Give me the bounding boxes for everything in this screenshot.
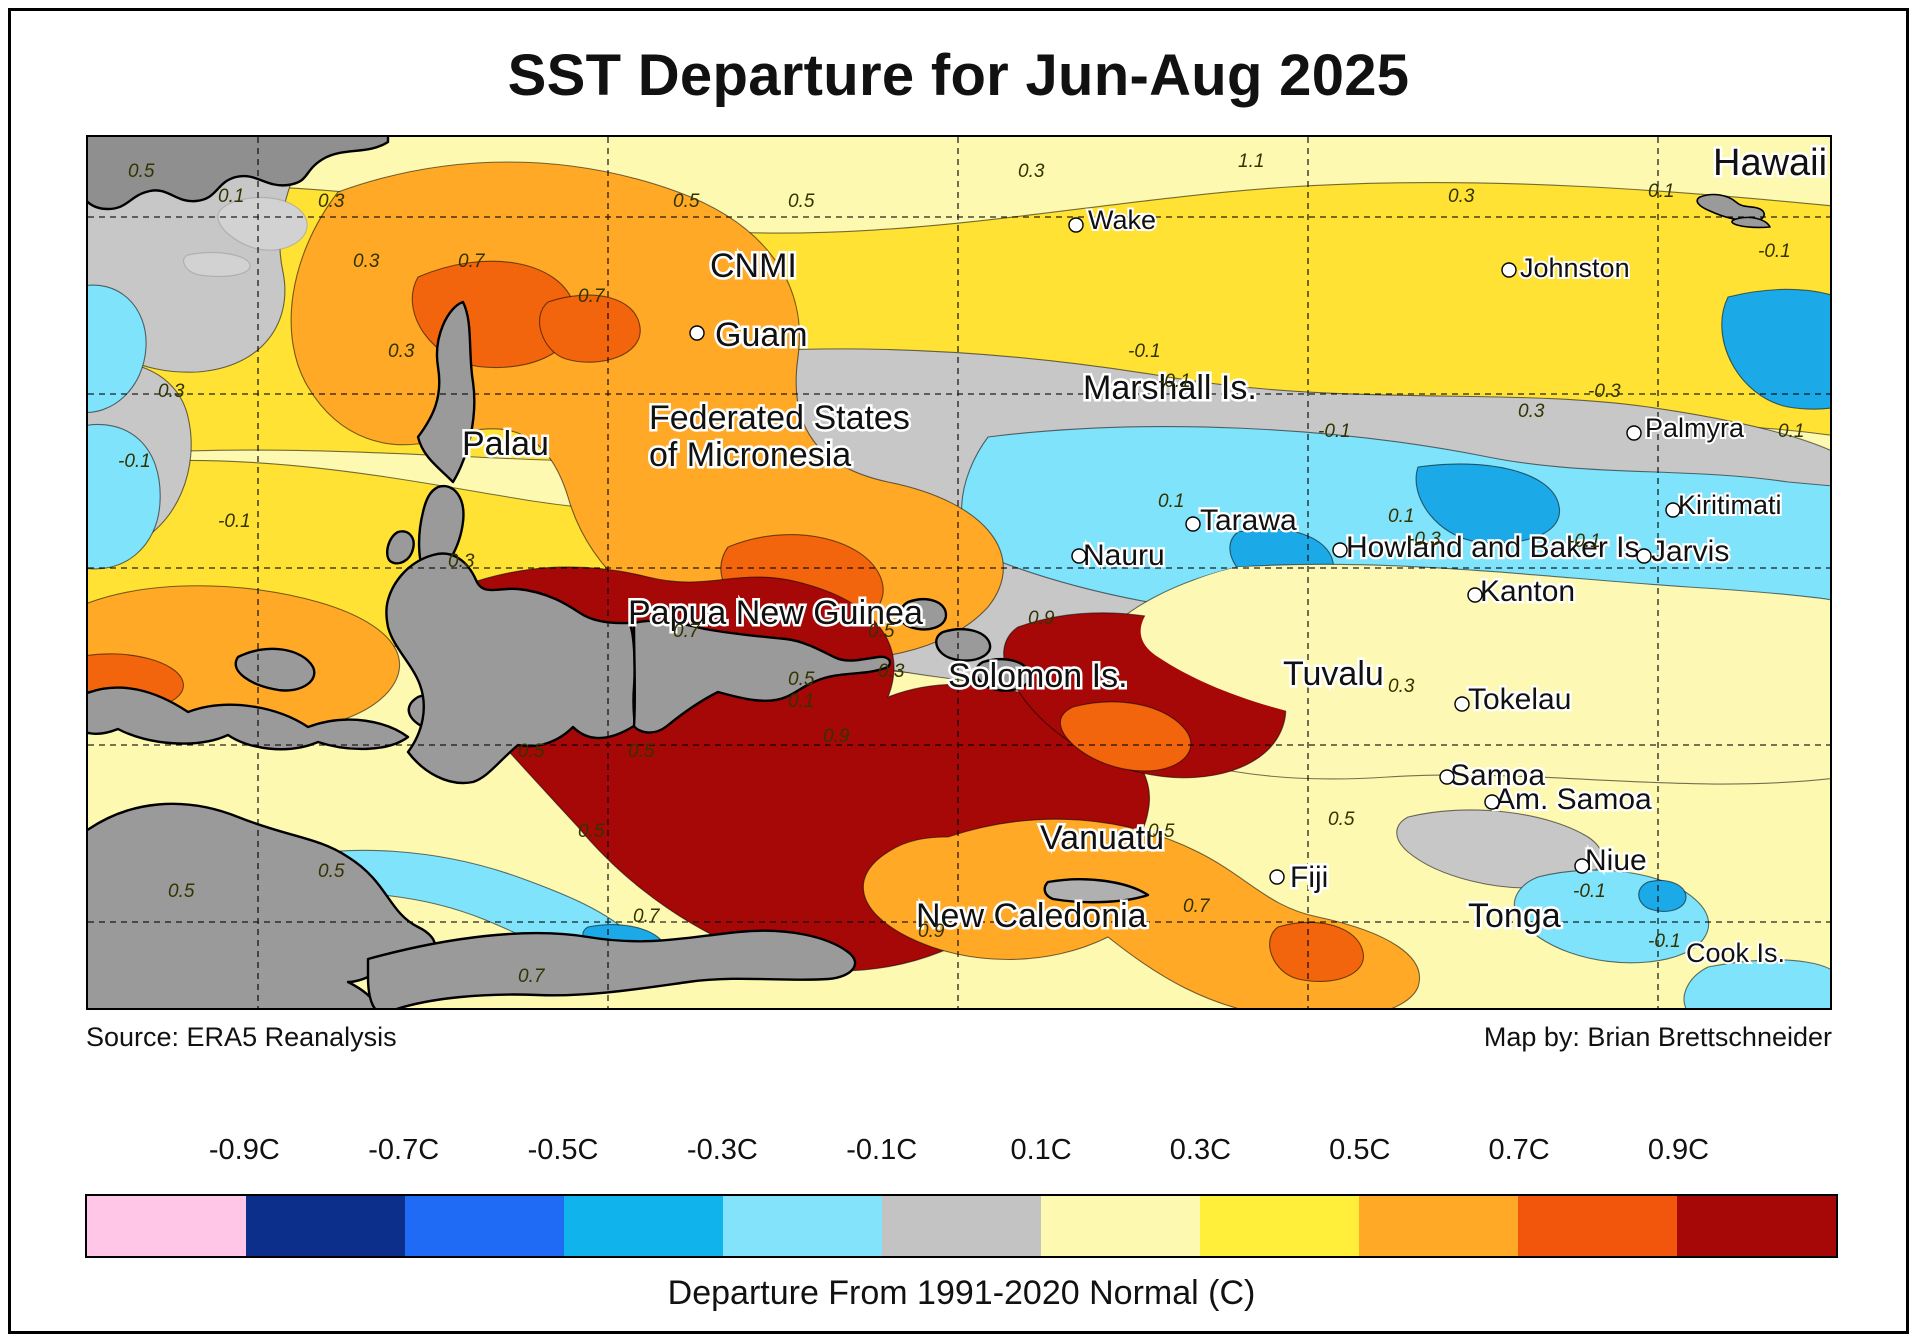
svg-text:0.5: 0.5 [578,821,605,842]
svg-text:0.5: 0.5 [1148,821,1175,842]
svg-text:Johnston: Johnston [1520,253,1630,283]
svg-text:0.9: 0.9 [918,921,945,942]
svg-text:Jarvis: Jarvis [1651,535,1729,568]
svg-text:0.5: 0.5 [1328,809,1355,830]
svg-text:-0.1: -0.1 [1158,371,1191,392]
svg-text:Wake: Wake [1088,205,1156,235]
svg-text:Tuvalu: Tuvalu [1283,655,1384,693]
svg-text:0.3: 0.3 [448,551,475,572]
svg-text:0.5: 0.5 [788,191,815,212]
svg-text:Howland and Baker Is.: Howland and Baker Is. [1346,531,1648,564]
svg-text:1.1: 1.1 [1238,151,1264,172]
svg-text:0.3: 0.3 [1448,186,1475,207]
svg-text:-0.1: -0.1 [1568,531,1601,552]
svg-text:0.5: 0.5 [128,161,155,182]
svg-text:Palmyra: Palmyra [1645,413,1745,443]
svg-text:0.1: 0.1 [218,186,244,207]
svg-text:Am. Samoa: Am. Samoa [1495,783,1652,816]
svg-text:Guam: Guam [715,316,808,354]
svg-text:-0.1: -0.1 [1758,241,1791,262]
svg-text:Kiritimati: Kiritimati [1678,490,1782,520]
svg-text:Nauru: Nauru [1083,539,1165,572]
svg-text:0.9: 0.9 [1028,608,1055,629]
svg-text:Palau: Palau [462,425,549,463]
svg-text:0.7: 0.7 [1183,896,1211,917]
svg-text:0.3: 0.3 [878,661,905,682]
svg-text:0.5: 0.5 [788,669,815,690]
svg-text:Tarawa: Tarawa [1200,504,1297,537]
svg-text:0.7: 0.7 [518,966,546,987]
svg-text:0.5: 0.5 [168,881,195,902]
svg-text:Federated States: Federated States [649,399,910,437]
svg-text:0.7: 0.7 [578,286,606,307]
svg-text:0.1: 0.1 [1778,421,1804,442]
svg-text:-0.1: -0.1 [218,511,251,532]
svg-text:0.3: 0.3 [1518,401,1545,422]
svg-text:-0.1: -0.1 [1318,421,1351,442]
svg-text:-0.3: -0.3 [1588,381,1621,402]
svg-text:Kanton: Kanton [1480,575,1575,608]
svg-text:0.7: 0.7 [458,251,486,272]
svg-text:-0.1: -0.1 [1648,931,1681,952]
svg-text:0.5: 0.5 [318,861,345,882]
svg-text:Tokelau: Tokelau [1468,683,1571,716]
svg-text:0.1: 0.1 [1158,491,1184,512]
svg-text:Tonga: Tonga [1468,897,1561,935]
svg-text:0.7: 0.7 [633,906,661,927]
svg-text:0.1: 0.1 [1648,181,1674,202]
svg-text:Niue: Niue [1585,844,1647,877]
svg-text:0.3: 0.3 [158,381,185,402]
svg-text:-0.1: -0.1 [1128,341,1161,362]
svg-text:-0.3: -0.3 [1408,529,1441,550]
svg-text:0.1: 0.1 [1388,506,1414,527]
svg-text:New Caledonia: New Caledonia [916,897,1147,935]
svg-text:0.5: 0.5 [628,741,655,762]
svg-text:0.5: 0.5 [518,741,545,762]
svg-text:0.3: 0.3 [318,191,345,212]
svg-text:0.3: 0.3 [353,251,380,272]
svg-text:Fiji: Fiji [1290,861,1328,894]
svg-text:0.1: 0.1 [788,691,814,712]
svg-text:0.7: 0.7 [673,621,701,642]
svg-text:Solomon Is.: Solomon Is. [948,657,1128,695]
svg-text:of Micronesia: of Micronesia [649,436,851,474]
svg-text:Hawaii: Hawaii [1713,142,1827,184]
svg-text:0.3: 0.3 [1388,676,1415,697]
svg-text:Vanuatu: Vanuatu [1040,819,1164,857]
svg-text:0.3: 0.3 [1018,161,1045,182]
svg-text:0.5: 0.5 [673,191,700,212]
svg-text:CNMI: CNMI [710,247,797,285]
svg-text:Cook Is.: Cook Is. [1686,938,1785,968]
svg-text:0.3: 0.3 [388,341,415,362]
svg-text:0.5: 0.5 [868,621,895,642]
svg-text:-0.1: -0.1 [1573,881,1606,902]
svg-text:0.9: 0.9 [823,726,850,747]
svg-text:-0.1: -0.1 [118,451,151,472]
